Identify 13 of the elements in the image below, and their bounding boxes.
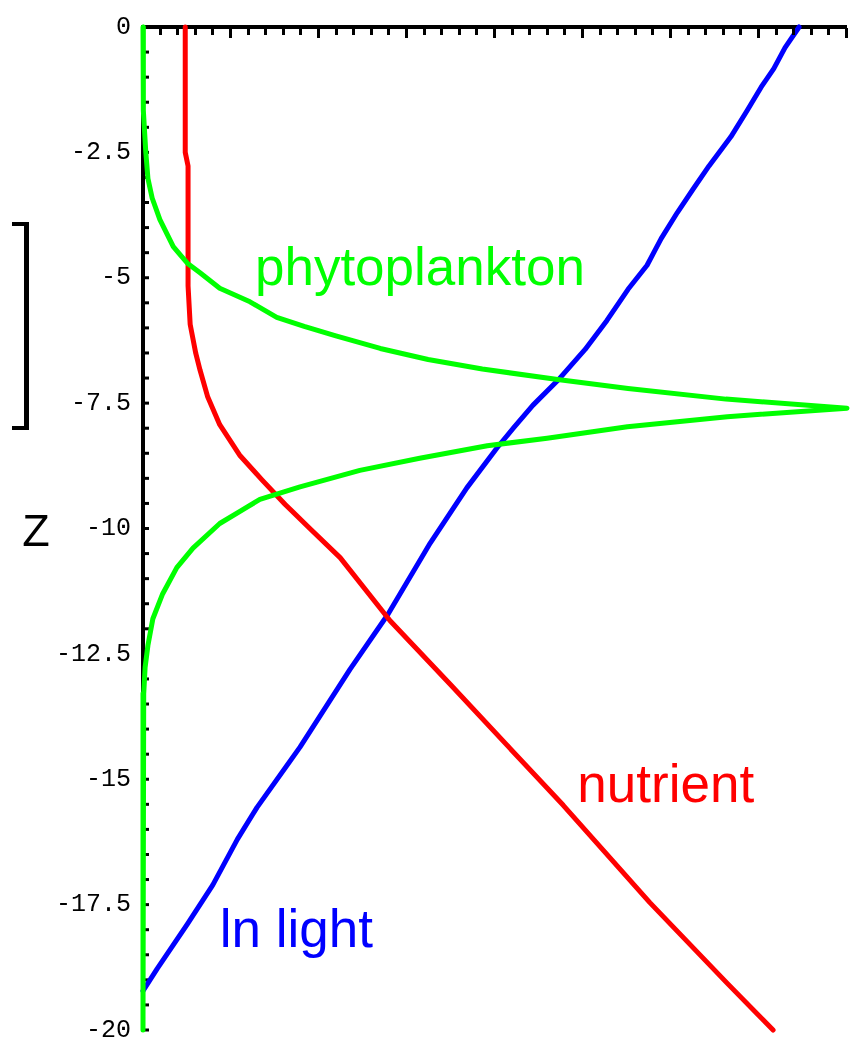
y-axis-title: Z (22, 504, 50, 556)
series-label: nutrient (577, 754, 755, 814)
y-tick-label: -17.5 (55, 890, 131, 920)
y-tick-label: -12.5 (55, 639, 131, 669)
series-label: phytoplankton (254, 236, 585, 296)
y-tick-label: -15 (85, 764, 131, 794)
series-label: ln light (219, 898, 374, 958)
y-tick-label: -10 (85, 514, 131, 544)
y-tick-label: -5 (100, 263, 131, 293)
y-tick-label: -7.5 (70, 388, 131, 418)
y-tick-label: -20 (85, 1015, 131, 1045)
y-tick-label: -2.5 (70, 138, 131, 167)
y-tick-label: 0 (115, 12, 131, 42)
